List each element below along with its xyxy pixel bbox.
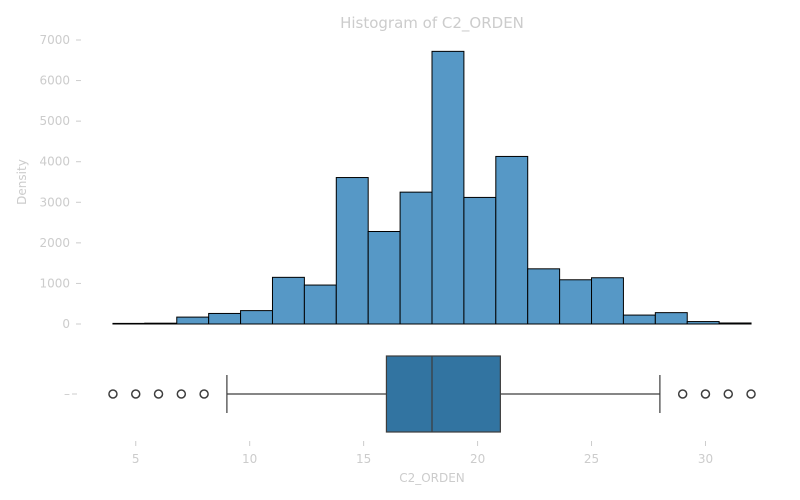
x-tick-label-0: 5 <box>132 452 140 466</box>
histogram-bar-9 <box>399 191 433 325</box>
y-tick-label-1: 1000 <box>39 276 70 290</box>
boxplot-outlier-6 <box>700 389 711 399</box>
y-tick-label-7: 7000 <box>39 33 70 47</box>
y-tick-label-0: 0 <box>62 317 70 331</box>
y-tick-label-3: 3000 <box>39 195 70 209</box>
boxplot-outlier-5 <box>677 389 688 399</box>
boxplot-y-axis: – <box>64 387 77 401</box>
y-tick-label-6: 6000 <box>39 74 70 88</box>
boxplot-outlier-7 <box>723 389 734 399</box>
boxplot-outlier-0 <box>108 389 118 399</box>
x-tick-label-1: 10 <box>242 452 257 466</box>
histogram-bar-10 <box>431 50 465 325</box>
y-tick-label-4: 4000 <box>39 155 70 169</box>
histogram-bar-5 <box>271 276 305 325</box>
histogram-bar-14 <box>559 279 593 325</box>
histogram-bar-7 <box>335 177 369 325</box>
boxplot-outlier-1 <box>130 389 141 399</box>
x-axis: 5 10 15 20 25 30 <box>132 441 713 466</box>
boxplot-elements <box>108 355 756 433</box>
histogram-bar-12 <box>495 155 529 325</box>
x-tick-label-3: 20 <box>470 452 485 466</box>
histogram-bar-15 <box>591 277 624 325</box>
histogram-bar-6 <box>303 284 337 325</box>
boxplot-outlier-3 <box>176 389 187 399</box>
boxplot-y-tick-label: – <box>64 387 70 401</box>
x-tick-label-2: 15 <box>356 452 371 466</box>
histogram-bar-0 <box>112 322 146 325</box>
boxplot-outlier-2 <box>153 389 164 399</box>
histogram-bar-17 <box>654 312 688 325</box>
boxplot-box <box>385 355 501 433</box>
histogram-bar-11 <box>463 196 497 325</box>
histogram-panel: Histogram of C2_ORDEN Density 0 1000 2000 3… <box>15 14 752 331</box>
x-axis-label: C2_ORDEN <box>399 471 465 485</box>
histogram-bar-16 <box>622 314 656 325</box>
y-tick-label-5: 5000 <box>39 114 70 128</box>
x-tick-label-4: 25 <box>584 452 599 466</box>
boxplot-outlier-4 <box>199 389 209 399</box>
histogram-bar-18 <box>686 321 720 325</box>
chart-title: Histogram of C2_ORDEN <box>340 14 524 33</box>
boxplot-panel: – 5 10 15 20 25 30 C2_ORDEN <box>64 355 756 485</box>
histogram-bar-3 <box>208 312 242 325</box>
histogram-bar-13 <box>527 268 561 325</box>
boxplot-outlier-8 <box>746 389 756 399</box>
y-axis-label: Density <box>15 159 29 205</box>
histogram-bar-4 <box>240 310 273 325</box>
histogram-bar-1 <box>144 322 178 325</box>
y-tick-label-2: 2000 <box>39 236 70 250</box>
histogram-bar-2 <box>176 316 210 325</box>
x-tick-label-5: 30 <box>698 452 713 466</box>
histogram-bars <box>112 50 752 325</box>
histogram-bar-8 <box>367 230 401 325</box>
y-axis: 0 1000 2000 3000 4000 5000 6000 7000 <box>39 33 81 331</box>
histogram-bar-19 <box>718 322 752 325</box>
